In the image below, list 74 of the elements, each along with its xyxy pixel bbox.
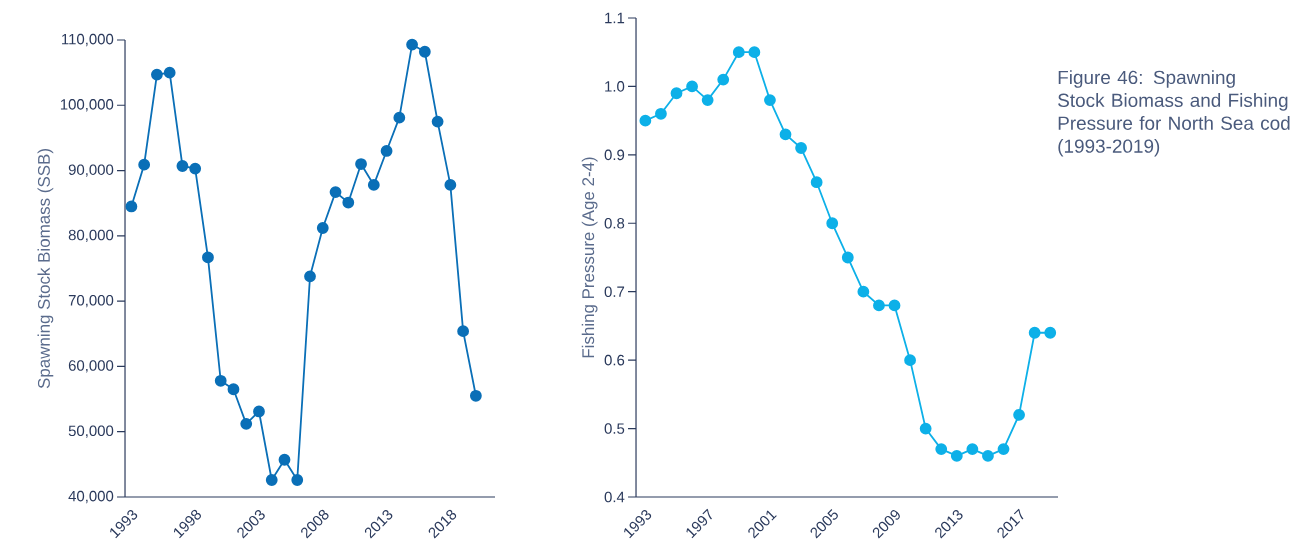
y-tick-label: 0.7 — [604, 286, 625, 297]
point — [950, 450, 963, 462]
point — [316, 222, 329, 234]
point — [1044, 326, 1057, 339]
point — [670, 87, 683, 100]
y-axis-title: Spawning Stock Biomass (SSB) — [37, 149, 54, 389]
point — [418, 45, 431, 58]
point — [966, 443, 979, 455]
y-tick-label: 100,000 — [60, 99, 114, 112]
y-tick-label: 0.9 — [604, 149, 625, 161]
y-tick-label: 60,000 — [68, 360, 114, 373]
point — [291, 474, 304, 486]
point — [253, 405, 265, 418]
y-tick-label: 110,000 — [62, 33, 114, 47]
point — [444, 179, 457, 191]
y-tick-label: 1.1 — [605, 12, 625, 24]
point — [701, 94, 714, 106]
point — [732, 46, 745, 59]
y-tick-label: 70,000 — [68, 294, 114, 308]
point — [342, 196, 355, 209]
y-tick-label: 0.5 — [604, 423, 625, 434]
point — [125, 200, 138, 213]
point — [431, 115, 444, 128]
point — [304, 270, 316, 283]
point — [764, 94, 776, 106]
y-axis-title: Fishing Pressure (Age 2-4) — [581, 157, 598, 358]
point — [888, 299, 901, 312]
point — [265, 474, 278, 486]
point — [1013, 408, 1025, 421]
point — [655, 107, 667, 120]
point — [457, 325, 470, 338]
y-tick-label: 0.6 — [604, 354, 625, 366]
point — [380, 145, 393, 157]
point — [151, 68, 163, 81]
y-tick-label: 80,000 — [68, 229, 114, 243]
y-tick-label: 0.4 — [604, 491, 625, 503]
point — [639, 114, 652, 127]
y-tick-label: 50,000 — [68, 425, 114, 438]
point — [686, 80, 698, 93]
point — [857, 285, 870, 298]
y-tick-label: 40,000 — [68, 490, 114, 504]
y-tick-label: 90,000 — [68, 164, 114, 177]
point — [748, 46, 761, 59]
y-tick-label: 0.8 — [604, 217, 625, 229]
point — [163, 66, 176, 79]
point — [355, 158, 367, 170]
point — [240, 417, 253, 430]
point — [795, 142, 807, 154]
point — [406, 38, 418, 51]
point — [227, 383, 240, 396]
point — [214, 374, 227, 387]
point — [904, 354, 916, 367]
point — [138, 158, 151, 171]
point — [997, 443, 1010, 455]
point — [469, 389, 482, 402]
point — [189, 162, 202, 175]
caption: Figure 46: Spawning Stock Biomass and Fishing Pressure for North Sea cod (1993-2019) — [1058, 70, 1290, 157]
point — [826, 217, 839, 230]
point — [393, 111, 406, 124]
point — [919, 422, 932, 435]
point — [202, 251, 214, 264]
y-tick-label: 1.0 — [605, 81, 625, 92]
point — [329, 186, 342, 198]
point — [935, 443, 948, 455]
point — [779, 128, 792, 141]
point — [367, 179, 380, 191]
point — [278, 453, 291, 466]
point — [717, 73, 730, 86]
point — [176, 160, 189, 172]
point — [1028, 326, 1041, 339]
point — [810, 176, 823, 189]
point — [873, 299, 885, 312]
point — [982, 450, 994, 462]
point — [841, 251, 854, 264]
